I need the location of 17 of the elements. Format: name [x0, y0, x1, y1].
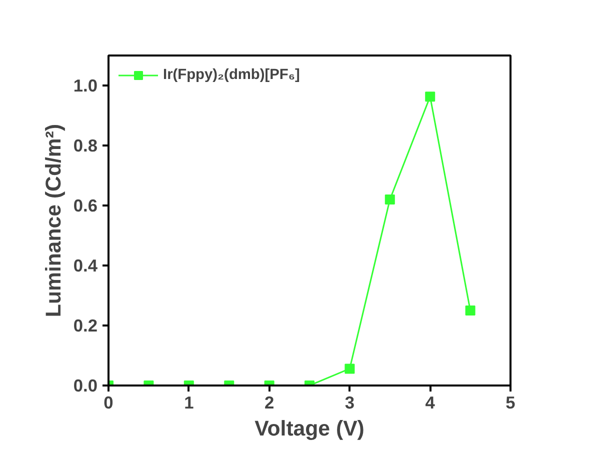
x-tick-label: 1 — [184, 392, 194, 412]
x-axis-title: Voltage (V) — [254, 416, 364, 440]
y-axis-title: Luminance (Cd/m²) — [41, 124, 66, 318]
x-tick-label: 4 — [425, 392, 436, 412]
y-tick-label: 1.0 — [73, 76, 98, 96]
y-tick-label: 0.6 — [73, 196, 98, 216]
y-tick-label: 0.4 — [73, 256, 98, 276]
x-tick-label: 2 — [264, 392, 274, 412]
y-tick-label: 0.2 — [73, 316, 98, 336]
legend-label: Ir(Fppy)₂(dmb)[PF₆] — [163, 67, 300, 83]
y-tick-label: 0.8 — [73, 136, 98, 156]
x-tick-label: 3 — [344, 392, 355, 412]
x-tick-label: 0 — [104, 392, 114, 412]
point — [425, 92, 436, 102]
point — [384, 194, 395, 204]
y-tick-label: 0.0 — [73, 376, 98, 396]
x-tick-label: 5 — [506, 392, 516, 412]
